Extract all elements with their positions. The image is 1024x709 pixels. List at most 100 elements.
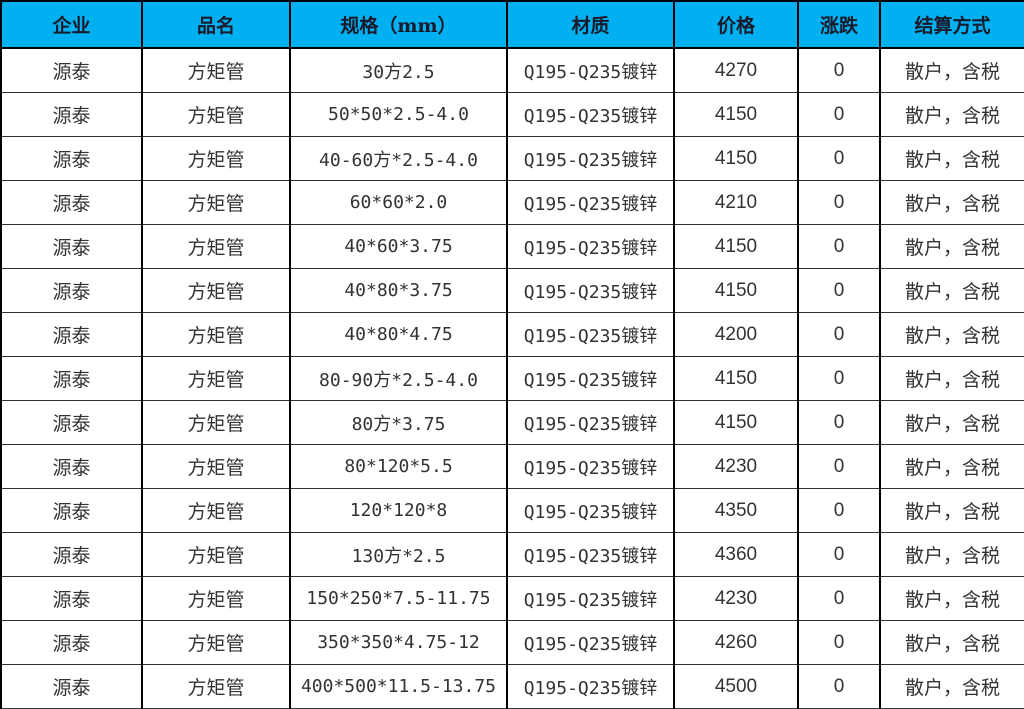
cell-company: 源泰: [0, 312, 143, 357]
cell-company: 源泰: [0, 532, 143, 577]
cell-change: 0: [797, 48, 881, 93]
cell-material: Q195-Q235镀锌: [506, 92, 675, 137]
cell-price: 4230: [673, 576, 799, 621]
cell-product: 方矩管: [141, 532, 291, 577]
cell-company: 源泰: [0, 444, 143, 489]
table-row: 源泰 方矩管 130方*2.5 Q195-Q235镀锌 4360 0 散户，含税: [0, 532, 1024, 577]
cell-spec: 30方2.5: [289, 48, 508, 93]
cell-company: 源泰: [0, 400, 143, 445]
cell-product: 方矩管: [141, 356, 291, 401]
table-row: 源泰 方矩管 80-90方*2.5-4.0 Q195-Q235镀锌 4150 0 散户，含税: [0, 356, 1024, 401]
cell-company: 源泰: [0, 180, 143, 225]
cell-change: 0: [797, 180, 881, 225]
cell-change: 0: [797, 532, 881, 577]
cell-company: 源泰: [0, 92, 143, 137]
cell-material: Q195-Q235镀锌: [506, 224, 675, 269]
cell-price: 4210: [673, 180, 799, 225]
table-row: 源泰 方矩管 60*60*2.0 Q195-Q235镀锌 4210 0 散户，含税: [0, 180, 1024, 225]
cell-change: 0: [797, 664, 881, 709]
column-header-material: 材质: [506, 0, 675, 49]
header-row: 企业 品名 规格（mm） 材质 价格 涨跌 结算方式: [0, 0, 1024, 49]
cell-spec: 80-90方*2.5-4.0: [289, 356, 508, 401]
cell-product: 方矩管: [141, 92, 291, 137]
cell-material: Q195-Q235镀锌: [506, 664, 675, 709]
cell-product: 方矩管: [141, 488, 291, 533]
cell-change: 0: [797, 444, 881, 489]
cell-change: 0: [797, 576, 881, 621]
cell-price: 4260: [673, 620, 799, 665]
cell-price: 4150: [673, 356, 799, 401]
cell-price: 4200: [673, 312, 799, 357]
cell-settlement: 散户，含税: [879, 180, 1024, 225]
column-header-price: 价格: [673, 0, 799, 49]
cell-material: Q195-Q235镀锌: [506, 312, 675, 357]
table-row: 源泰 方矩管 30方2.5 Q195-Q235镀锌 4270 0 散户，含税: [0, 48, 1024, 93]
cell-price: 4150: [673, 268, 799, 313]
cell-material: Q195-Q235镀锌: [506, 48, 675, 93]
cell-spec: 40*80*3.75: [289, 268, 508, 313]
cell-settlement: 散户，含税: [879, 400, 1024, 445]
cell-company: 源泰: [0, 620, 143, 665]
cell-spec: 40*60*3.75: [289, 224, 508, 269]
cell-material: Q195-Q235镀锌: [506, 136, 675, 181]
table-row: 源泰 方矩管 40*80*4.75 Q195-Q235镀锌 4200 0 散户，含税: [0, 312, 1024, 357]
cell-material: Q195-Q235镀锌: [506, 268, 675, 313]
cell-price: 4150: [673, 92, 799, 137]
table-row: 源泰 方矩管 40*60*3.75 Q195-Q235镀锌 4150 0 散户，含税: [0, 224, 1024, 269]
cell-company: 源泰: [0, 664, 143, 709]
cell-settlement: 散户，含税: [879, 92, 1024, 137]
cell-price: 4360: [673, 532, 799, 577]
cell-material: Q195-Q235镀锌: [506, 488, 675, 533]
cell-product: 方矩管: [141, 224, 291, 269]
cell-price: 4270: [673, 48, 799, 93]
cell-spec: 40*80*4.75: [289, 312, 508, 357]
cell-product: 方矩管: [141, 620, 291, 665]
column-header-settlement: 结算方式: [879, 0, 1024, 49]
cell-settlement: 散户，含税: [879, 268, 1024, 313]
cell-company: 源泰: [0, 136, 143, 181]
cell-change: 0: [797, 356, 881, 401]
cell-product: 方矩管: [141, 664, 291, 709]
cell-change: 0: [797, 224, 881, 269]
cell-settlement: 散户，含税: [879, 664, 1024, 709]
cell-change: 0: [797, 312, 881, 357]
cell-product: 方矩管: [141, 48, 291, 93]
column-header-company: 企业: [0, 0, 143, 49]
cell-price: 4150: [673, 136, 799, 181]
cell-product: 方矩管: [141, 400, 291, 445]
cell-change: 0: [797, 620, 881, 665]
column-header-product: 品名: [141, 0, 291, 49]
cell-spec: 400*500*11.5-13.75: [289, 664, 508, 709]
cell-price: 4150: [673, 400, 799, 445]
cell-settlement: 散户，含税: [879, 532, 1024, 577]
cell-settlement: 散户，含税: [879, 136, 1024, 181]
cell-material: Q195-Q235镀锌: [506, 356, 675, 401]
table-row: 源泰 方矩管 80*120*5.5 Q195-Q235镀锌 4230 0 散户，含税: [0, 444, 1024, 489]
cell-settlement: 散户，含税: [879, 576, 1024, 621]
cell-change: 0: [797, 400, 881, 445]
cell-material: Q195-Q235镀锌: [506, 620, 675, 665]
table-row: 源泰 方矩管 50*50*2.5-4.0 Q195-Q235镀锌 4150 0 散户，含税: [0, 92, 1024, 137]
cell-price: 4150: [673, 224, 799, 269]
cell-price: 4500: [673, 664, 799, 709]
cell-spec: 150*250*7.5-11.75: [289, 576, 508, 621]
cell-company: 源泰: [0, 576, 143, 621]
cell-material: Q195-Q235镀锌: [506, 576, 675, 621]
cell-settlement: 散户，含税: [879, 356, 1024, 401]
cell-material: Q195-Q235镀锌: [506, 532, 675, 577]
cell-settlement: 散户，含税: [879, 620, 1024, 665]
cell-spec: 130方*2.5: [289, 532, 508, 577]
table-row: 源泰 方矩管 40-60方*2.5-4.0 Q195-Q235镀锌 4150 0 散户，含税: [0, 136, 1024, 181]
cell-company: 源泰: [0, 356, 143, 401]
cell-settlement: 散户，含税: [879, 444, 1024, 489]
cell-price: 4350: [673, 488, 799, 533]
cell-product: 方矩管: [141, 312, 291, 357]
cell-spec: 50*50*2.5-4.0: [289, 92, 508, 137]
cell-product: 方矩管: [141, 444, 291, 489]
cell-product: 方矩管: [141, 180, 291, 225]
cell-material: Q195-Q235镀锌: [506, 180, 675, 225]
table-row: 源泰 方矩管 80方*3.75 Q195-Q235镀锌 4150 0 散户，含税: [0, 400, 1024, 445]
cell-company: 源泰: [0, 48, 143, 93]
cell-material: Q195-Q235镀锌: [506, 400, 675, 445]
